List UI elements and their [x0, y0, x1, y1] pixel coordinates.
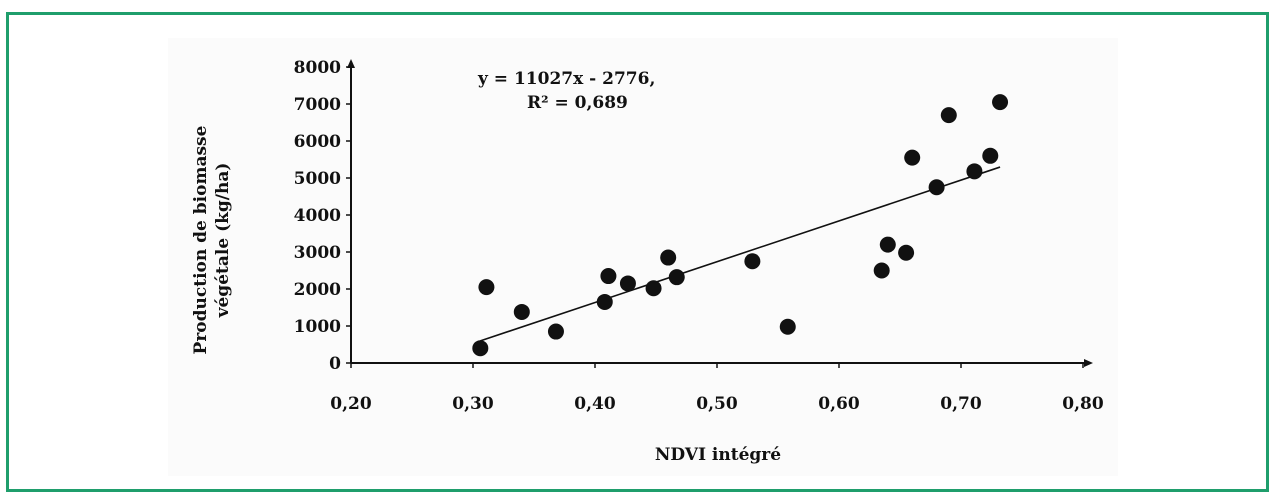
y-tick-label: 6000: [294, 132, 341, 152]
data-point: [513, 303, 530, 320]
y-tick-label: 1000: [294, 317, 341, 337]
data-point: [898, 244, 915, 261]
y-tick-label: 7000: [294, 95, 341, 115]
x-tick-label: 0,50: [696, 394, 738, 414]
trendline-group: [480, 166, 1001, 342]
y-tick-label: 4000: [294, 206, 341, 226]
data-point: [982, 147, 999, 164]
data-point: [645, 280, 662, 297]
axes: [347, 59, 1093, 367]
data-point: [619, 275, 636, 292]
y-axis-title-line-2: végétale (kg/ha): [213, 163, 233, 319]
trendline: [480, 166, 1001, 342]
data-point: [744, 253, 761, 270]
x-axis-title: NDVI intégré: [655, 445, 781, 465]
x-tick-label: 0,30: [452, 394, 494, 414]
data-point: [547, 323, 564, 340]
x-tick-label: 0,20: [330, 394, 372, 414]
y-tick-label: 2000: [294, 280, 341, 300]
x-axis-arrow: [1084, 359, 1093, 367]
x-ticks: 0,20 0,30 0,40 0,50 0,60 0,70 0,80: [330, 363, 1104, 414]
y-ticks: 0 1000 2000 3000 4000 5000 6000 7000 8000: [294, 58, 351, 374]
y-tick-label: 8000: [294, 58, 341, 78]
data-point: [668, 269, 685, 286]
x-tick-label: 0,70: [940, 394, 982, 414]
y-axis-arrow: [347, 59, 355, 68]
y-axis-title: Production de biomasse végétale (kg/ha): [191, 125, 233, 354]
y-tick-label: 3000: [294, 243, 341, 263]
trend-r2: R² = 0,689: [527, 93, 628, 113]
data-point: [928, 179, 945, 196]
y-axis-title-line-1: Production de biomasse: [191, 125, 211, 354]
x-tick-label: 0,40: [574, 394, 616, 414]
data-point: [873, 262, 890, 279]
data-point: [600, 268, 617, 285]
trend-equation: y = 11027x - 2776,: [477, 69, 655, 89]
x-tick-label: 0,60: [818, 394, 860, 414]
data-point: [940, 107, 957, 124]
data-point: [904, 149, 921, 166]
data-points: [472, 94, 1009, 357]
data-point: [992, 94, 1009, 111]
data-point: [660, 249, 677, 266]
data-point: [472, 340, 489, 357]
data-point: [596, 293, 613, 310]
plot-background: [168, 38, 1118, 476]
y-tick-label: 5000: [294, 169, 341, 189]
data-point: [478, 279, 495, 296]
x-tick-label: 0,80: [1062, 394, 1104, 414]
data-point: [879, 236, 896, 253]
data-point: [966, 163, 983, 180]
data-point: [779, 318, 796, 335]
y-tick-label: 0: [329, 354, 341, 374]
